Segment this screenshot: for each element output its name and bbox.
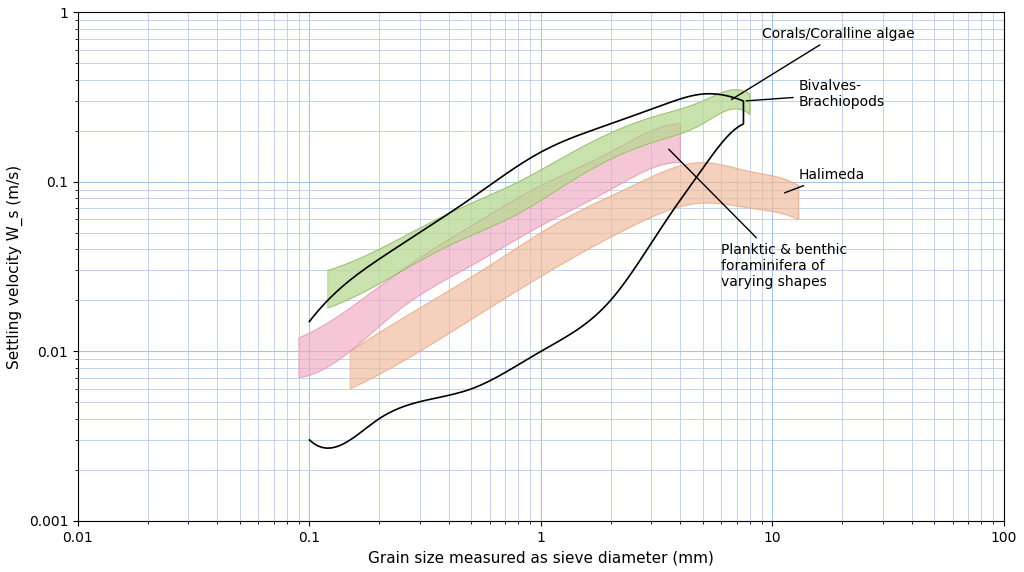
Polygon shape bbox=[350, 162, 799, 389]
Text: Planktic & benthic
foraminifera of
varying shapes: Planktic & benthic foraminifera of varyi… bbox=[669, 149, 847, 289]
Text: Halimeda: Halimeda bbox=[784, 168, 865, 193]
X-axis label: Grain size measured as sieve diameter (mm): Grain size measured as sieve diameter (m… bbox=[368, 550, 714, 565]
Y-axis label: Settling velocity W_s (m/s): Settling velocity W_s (m/s) bbox=[7, 165, 24, 369]
Polygon shape bbox=[328, 90, 750, 308]
Text: Bivalves-
Brachiopods: Bivalves- Brachiopods bbox=[746, 79, 885, 109]
Polygon shape bbox=[299, 124, 680, 378]
Text: Corals/Coralline algae: Corals/Coralline algae bbox=[731, 27, 914, 100]
